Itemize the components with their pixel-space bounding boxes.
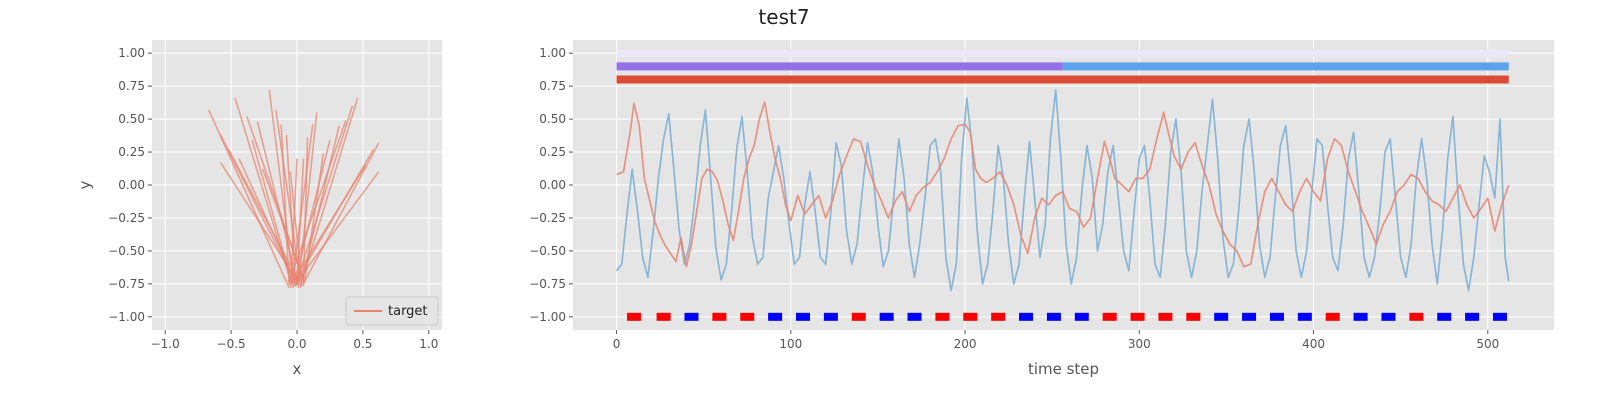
marker-blue	[1242, 312, 1257, 321]
right-y-tick-label: −0.75	[529, 277, 566, 291]
target-stroke	[297, 112, 318, 286]
marker-blue	[1074, 312, 1089, 321]
marker-blue	[879, 312, 894, 321]
right-y-tick-label: 0.75	[539, 79, 566, 93]
target-stroke	[285, 134, 297, 280]
target-stroke	[294, 105, 354, 287]
left-y-tick-label: −1.00	[108, 310, 145, 324]
right-x-tick-label: 400	[1302, 337, 1325, 351]
right-x-tick-label: 300	[1128, 337, 1151, 351]
marker-blue	[768, 312, 783, 321]
marker-blue	[1437, 312, 1452, 321]
left-x-tick-label: 0.5	[353, 337, 372, 351]
right-y-tick-label: 1.00	[539, 46, 566, 60]
left-y-tick-label: −0.50	[108, 244, 145, 258]
marker-blue	[1269, 312, 1284, 321]
marker-blue	[823, 312, 838, 321]
left-x-tick-label: −0.5	[217, 337, 246, 351]
right-x-tick-label: 100	[779, 337, 802, 351]
right-y-tick-label: −0.50	[529, 244, 566, 258]
right-y-tick-label: 0.50	[539, 112, 566, 126]
right-chart: 0 100 200 300 400 500 −1.00 −0.75 −0.50 −0.25 0.00…	[529, 40, 1554, 378]
target-stroke	[289, 158, 298, 288]
marker-red	[1102, 312, 1117, 321]
right-x-tick-label: 200	[954, 337, 977, 351]
left-y-tick-label: 0.50	[118, 112, 145, 126]
marker-red	[712, 312, 727, 321]
target-stroke	[280, 124, 290, 286]
target-stroke	[268, 89, 295, 287]
marker-red	[851, 312, 866, 321]
right-data	[615, 49, 1510, 321]
marker-blue	[907, 312, 922, 321]
marker-blue	[1046, 312, 1061, 321]
right-x-tick-label: 0	[613, 337, 621, 351]
target-stroke	[219, 162, 300, 283]
left-x-axis-label: x	[293, 360, 302, 378]
legend-box	[345, 296, 439, 326]
marker-red	[1158, 312, 1173, 321]
target-stroke	[296, 149, 375, 281]
target-stroke	[291, 171, 380, 289]
marker-blue	[1381, 312, 1396, 321]
right-y-tick-label: −1.00	[529, 310, 566, 324]
left-chart: −1.0 −0.5 0.0 0.5 1.0 −1.00 −0.75 −0.50 −0.25 0.0…	[76, 40, 442, 378]
right-y-tick-label: 0.25	[539, 145, 566, 159]
figure-title: test7	[758, 5, 809, 29]
marker-blue	[1297, 312, 1312, 321]
marker-red	[1325, 312, 1340, 321]
marker-red	[1409, 312, 1424, 321]
marker-red	[935, 312, 950, 321]
right-x-axis-label: time step	[1028, 360, 1099, 378]
marker-red	[740, 312, 755, 321]
target-stroke	[227, 149, 303, 287]
marker-red	[626, 312, 641, 321]
target-stroke	[288, 120, 347, 283]
marker-blue	[1353, 312, 1368, 321]
left-y-tick-label: 0.75	[118, 79, 145, 93]
marker-red	[991, 312, 1006, 321]
left-x-tick-label: 1.0	[419, 337, 438, 351]
marker-red	[963, 312, 978, 321]
marker-red	[1186, 312, 1201, 321]
target-stroke	[289, 171, 303, 284]
marker-blue	[1019, 312, 1034, 321]
marker-blue	[684, 312, 699, 321]
target-stroke	[291, 124, 314, 282]
series-blue-line	[615, 89, 1510, 292]
left-y-tick-label: −0.75	[108, 277, 145, 291]
left-y-tick-label: −0.25	[108, 211, 145, 225]
left-x-tick-label: −1.0	[151, 337, 180, 351]
left-x-tick-label: 0.0	[287, 337, 306, 351]
right-x-tick-label: 500	[1476, 337, 1499, 351]
left-y-axis-label: y	[76, 180, 94, 189]
left-y-tick-label: 1.00	[118, 46, 145, 60]
left-y-tick-label: 0.25	[118, 145, 145, 159]
legend-label-target: target	[388, 304, 428, 319]
target-stroke	[293, 139, 331, 285]
target-stroke	[251, 139, 294, 285]
marker-blue	[1214, 312, 1229, 321]
marker-blue	[1492, 312, 1507, 321]
target-stroke	[302, 142, 380, 285]
marker-red	[1130, 312, 1145, 321]
target-stroke	[300, 97, 359, 282]
left-y-tick-label: 0.00	[118, 178, 145, 192]
legend: target	[345, 296, 439, 326]
target-strokes	[207, 89, 380, 289]
right-y-tick-label: −0.25	[529, 211, 566, 225]
marker-blue	[1465, 312, 1480, 321]
marker-blue	[796, 312, 811, 321]
series-salmon-line	[616, 101, 1510, 268]
right-y-tick-label: 0.00	[539, 178, 566, 192]
marker-red	[656, 312, 671, 321]
